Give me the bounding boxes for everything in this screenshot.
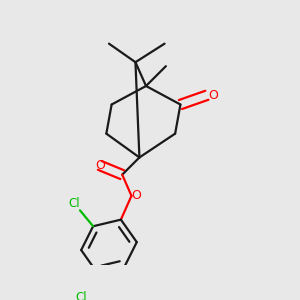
Text: Cl: Cl bbox=[69, 197, 80, 210]
Text: O: O bbox=[95, 159, 105, 172]
Text: O: O bbox=[131, 189, 141, 202]
Text: O: O bbox=[208, 89, 218, 102]
Text: Cl: Cl bbox=[75, 291, 87, 300]
